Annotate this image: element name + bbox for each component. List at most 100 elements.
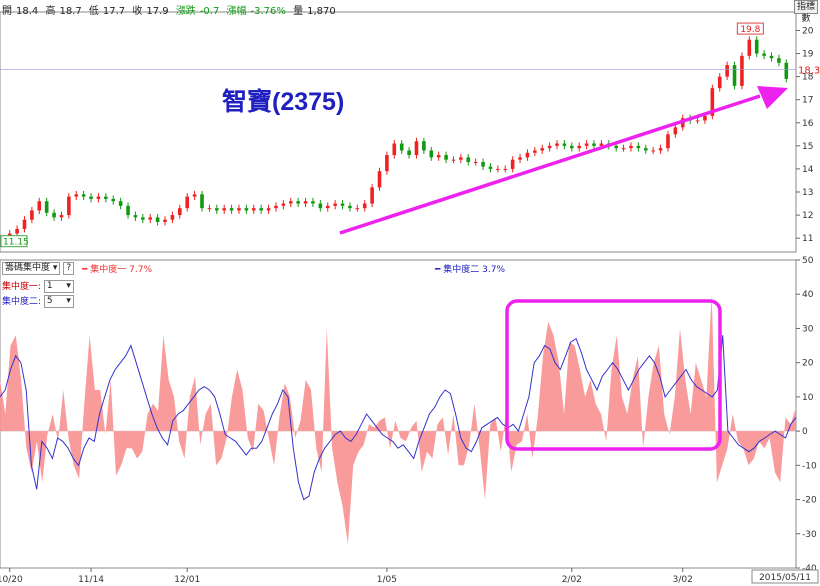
candle-body [577, 145, 582, 149]
indicator-tick-label: -30 [802, 530, 817, 540]
param2-row: 集中度二: 5 ▾ [2, 294, 74, 308]
price-tick-label: 18 [802, 73, 814, 83]
date-tick-label: 11/14 [78, 575, 104, 585]
chevron-down-icon: ▾ [66, 281, 71, 291]
overlay-annotations: 18.3 19.8 11.15 [0, 22, 820, 451]
candle-body [251, 208, 256, 211]
candle-body [503, 168, 508, 170]
candle-body [385, 155, 389, 172]
candle-body [141, 217, 145, 220]
open-value: 18.4 [16, 6, 39, 17]
param1-label: 集中度一: [2, 282, 42, 292]
candle-body [296, 201, 300, 204]
indicator-settings-button[interactable]: 指標數 [794, 0, 818, 24]
candle-body [429, 150, 434, 158]
candle-body [170, 215, 175, 220]
last-date-label: 2015/05/11 [759, 573, 811, 583]
date-tick-label: 12/01 [174, 575, 200, 585]
date-tick-label: 2/02 [562, 575, 582, 585]
candle-body [740, 55, 744, 86]
candle-body [592, 143, 596, 146]
candle-body [244, 208, 249, 211]
indicator-tick-label: 10 [802, 393, 814, 403]
chevron-down-icon: ▾ [52, 263, 58, 273]
volume-label: 量 [293, 6, 304, 17]
candle-body [629, 145, 633, 149]
candle-body [30, 210, 34, 220]
param2-value: 5 [46, 296, 53, 306]
low-marker-box [0, 235, 28, 248]
candle-body [37, 201, 42, 211]
indicator-tick-label: -20 [802, 496, 817, 506]
candle-body [784, 62, 789, 79]
close-label: 收 [132, 6, 143, 17]
candle-body [355, 208, 360, 210]
indicator-tick-label: -10 [802, 461, 817, 471]
change-label: 漲跌 [175, 6, 196, 17]
indicator-tick-label: 50 [802, 256, 814, 266]
candle-body [570, 145, 574, 149]
concentration2-line [0, 335, 797, 501]
ohlc-info-bar: 開 18.4 高 18.7 低 17.7 收 17.9 漲跌 -0.7 漲幅 -3.76% … [2, 2, 340, 17]
low-label: 低 [88, 6, 99, 17]
candle-body [163, 219, 167, 222]
candle-body [717, 76, 722, 89]
candle-body [436, 155, 441, 158]
candle-body [266, 208, 271, 211]
indicator-dropdown-label: 籌碼集中度 [5, 263, 51, 273]
indicator-tick-label: 0 [802, 427, 808, 437]
candle-body [666, 134, 670, 149]
concentration1-area [0, 294, 796, 544]
param2-label: 集中度二: [2, 297, 42, 307]
price-grid [0, 11, 797, 253]
candle-body [762, 53, 766, 56]
candle-body [651, 150, 655, 152]
price-tick-label: 13 [802, 188, 813, 198]
param2-select[interactable]: 5 ▾ [43, 295, 74, 308]
candle-body [399, 143, 404, 151]
candle-body [636, 145, 641, 149]
legend-series2-swatch: ━ [435, 265, 441, 275]
candle-body [148, 217, 153, 220]
candle-body [311, 201, 315, 204]
candle-body [133, 215, 138, 218]
param1-select[interactable]: 1 ▾ [43, 280, 74, 293]
candle-body [81, 194, 86, 197]
low-value: 17.7 [102, 6, 126, 17]
candle-body [488, 166, 493, 169]
candle-body [229, 208, 234, 211]
indicator-dropdown[interactable]: 籌碼集中度 ▾ [2, 262, 61, 275]
candle-body [281, 203, 286, 206]
legend-series1: ━ 集中度一 7.7% [82, 262, 152, 275]
candle-body [695, 120, 700, 122]
candle-body [340, 203, 345, 206]
indicator-tick-label: 20 [802, 359, 814, 369]
candle-body [126, 205, 130, 216]
candle-body [769, 55, 774, 59]
candle-body [59, 215, 64, 218]
help-button[interactable]: ? [63, 262, 75, 275]
candle-body [118, 201, 123, 206]
candle-body [673, 127, 678, 135]
concentration1-area-path [0, 294, 796, 544]
candle-body [303, 201, 308, 204]
candle-body [377, 171, 382, 188]
candle-body [614, 145, 618, 149]
candle-body [584, 143, 589, 146]
candle-body [496, 168, 500, 170]
candle-body [562, 143, 567, 146]
high-marker-box [736, 22, 764, 35]
candle-body [318, 203, 323, 209]
close-value: 17.9 [146, 6, 169, 17]
candle-body [481, 162, 485, 167]
candle-body [74, 194, 79, 197]
candle-body [525, 152, 530, 158]
high-value: 18.7 [59, 6, 82, 17]
candle-body [96, 196, 101, 199]
candle-body [89, 196, 93, 199]
candle-body [518, 157, 522, 160]
date-tick-label: 3/02 [673, 575, 693, 585]
candle-body [754, 39, 759, 54]
candle-body [44, 201, 49, 213]
